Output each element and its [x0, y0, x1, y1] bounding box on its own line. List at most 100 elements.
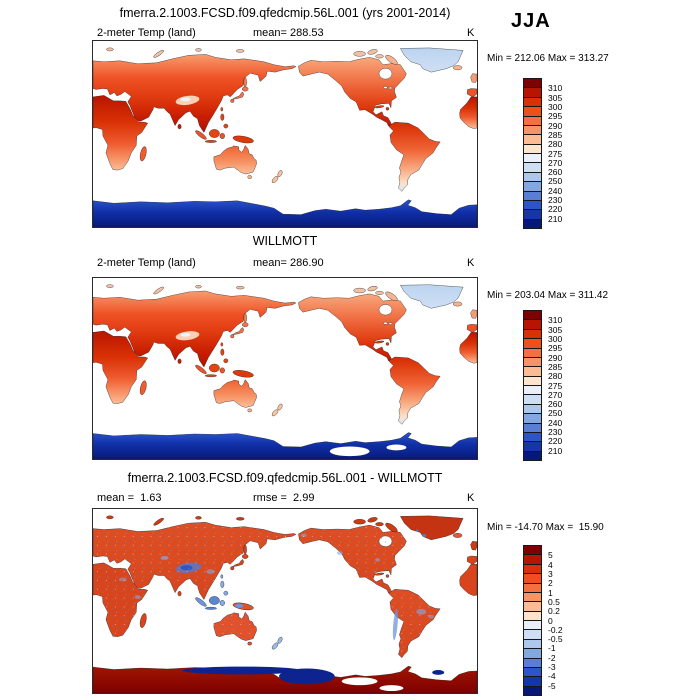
colorbar-tick-label: 260: [548, 399, 563, 410]
colorbar-segment: [524, 79, 541, 88]
colorbar-segment: [524, 153, 541, 163]
colorbar-tick-label: 295: [548, 111, 563, 122]
colorbar-tick-label: -0.5: [548, 634, 563, 645]
colorbar-obs: 310 305 300 295 290 285 280 275 270 260 250 240 230 2…: [523, 310, 562, 461]
colorbar-tick-label: 240: [548, 417, 563, 428]
colorbar-tick-label: 4: [548, 559, 553, 570]
colorbar-tick-label: 3: [548, 568, 553, 579]
colorbar-segment: [524, 347, 541, 357]
minmax-label: Min = 203.04 Max = 311.42: [487, 290, 609, 301]
unit-label: K: [467, 492, 475, 504]
colorbar-segment: [524, 181, 541, 191]
colorbar-tick-label: 1: [548, 587, 553, 598]
colorbar-tick-label: 2: [548, 578, 553, 589]
colorbar-tick-label: 5: [548, 550, 553, 561]
colorbar-segment: [524, 171, 541, 182]
colorbar-tick-label: 290: [548, 120, 563, 131]
colorbar-tick-label: 220: [548, 204, 563, 215]
season-label: JJA: [511, 10, 551, 32]
colorbar-segment: [524, 685, 541, 695]
mean-label: mean= 288.53: [253, 27, 324, 39]
colorbar-segment: [524, 96, 541, 107]
world-map-model: [92, 40, 478, 228]
colorbar-tick-label: 285: [548, 129, 563, 140]
colorbar-tick-label: 220: [548, 436, 563, 447]
colorbar-tick-label: -4: [548, 671, 556, 682]
rmse-label: rmse = 2.99: [253, 492, 315, 504]
minmax-label: Min = 212.06 Max = 313.27: [487, 53, 609, 64]
unit-label: K: [467, 257, 475, 269]
panel-title: fmerra.2.1003.FCSD.f09.qfedcmip.56L.001 …: [127, 471, 443, 485]
colorbar-tick-label: -5: [548, 680, 556, 691]
colorbar-tick-label: 240: [548, 185, 563, 196]
colorbar-tick-label: 210: [548, 213, 563, 224]
colorbar-segment: [524, 601, 541, 611]
colorbar-tick-label: 285: [548, 361, 563, 372]
colorbar-tick-label: 300: [548, 333, 563, 344]
world-map-diff: [92, 508, 478, 694]
colorbar-segment: [524, 143, 541, 153]
colorbar-tick-label: 275: [548, 148, 563, 159]
colorbar-tick-label: -0.2: [548, 624, 563, 635]
colorbar-segment: [524, 319, 541, 329]
colorbar-tick-label: 290: [548, 352, 563, 363]
colorbar-tick-label: 270: [548, 157, 563, 168]
colorbar-tick-label: 280: [548, 139, 563, 150]
colorbar-tick-label: 250: [548, 176, 563, 187]
colorbar-segment: [524, 338, 541, 348]
colorbar-segment: [524, 394, 541, 404]
world-map-obs: [92, 277, 478, 460]
colorbar-segment: [524, 366, 541, 376]
colorbar-segment: [524, 209, 541, 219]
colorbar-segment: [524, 441, 541, 451]
colorbar-tick-label: -3: [548, 662, 556, 673]
colorbar-tick-label: 295: [548, 343, 563, 354]
colorbar-segment: [524, 87, 541, 97]
colorbar-segment: [524, 573, 541, 583]
colorbar-segment: [524, 413, 541, 423]
colorbar-segment: [524, 610, 541, 620]
colorbar-tick-label: 270: [548, 389, 563, 400]
colorbar-segment: [524, 311, 541, 320]
panel-title: WILLMOTT: [252, 234, 318, 248]
variable-label: 2-meter Temp (land): [97, 27, 196, 39]
colorbar-segment: [524, 582, 541, 592]
colorbar-segment: [524, 403, 541, 414]
colorbar-tick-label: 0: [548, 615, 553, 626]
colorbar-segment: [524, 666, 541, 677]
colorbar-segment: [524, 563, 541, 574]
colorbar-tick-label: 310: [548, 315, 563, 326]
mean-label: mean = 1.63: [97, 492, 162, 504]
colorbar-segment: [524, 629, 541, 639]
colorbar-segment: [524, 431, 541, 442]
colorbar-tick-label: 250: [548, 408, 563, 419]
colorbar-segment: [524, 190, 541, 200]
mean-label: mean= 286.90: [253, 257, 324, 269]
colorbar-segment: [524, 546, 541, 555]
colorbar-tick-label: -2: [548, 652, 556, 663]
colorbar-segment: [524, 450, 541, 460]
colorbar-tick-label: 260: [548, 167, 563, 178]
colorbar-segment: [524, 328, 541, 339]
colorbar-segment: [524, 638, 541, 649]
minmax-label: Min = -14.70 Max = 15.90: [487, 522, 604, 533]
colorbar-tick-label: 0.5: [548, 596, 560, 607]
colorbar-segment: [524, 591, 541, 602]
colorbar-tick-label: 0.2: [548, 606, 560, 617]
colorbar-segment: [524, 657, 541, 667]
colorbar-segment: [524, 554, 541, 564]
colorbar-tick-label: 210: [548, 445, 563, 456]
colorbar-tick-label: 280: [548, 371, 563, 382]
colorbar-tick-label: 300: [548, 101, 563, 112]
colorbar-segment: [524, 422, 541, 432]
colorbar-tick-label: 310: [548, 83, 563, 94]
unit-label: K: [467, 27, 475, 39]
colorbar-segment: [524, 162, 541, 172]
colorbar-segment: [524, 218, 541, 228]
colorbar-segment: [524, 375, 541, 385]
colorbar-segment: [524, 385, 541, 395]
colorbar-segment: [524, 106, 541, 116]
colorbar-tick-label: 230: [548, 195, 563, 206]
colorbar-segment: [524, 124, 541, 135]
